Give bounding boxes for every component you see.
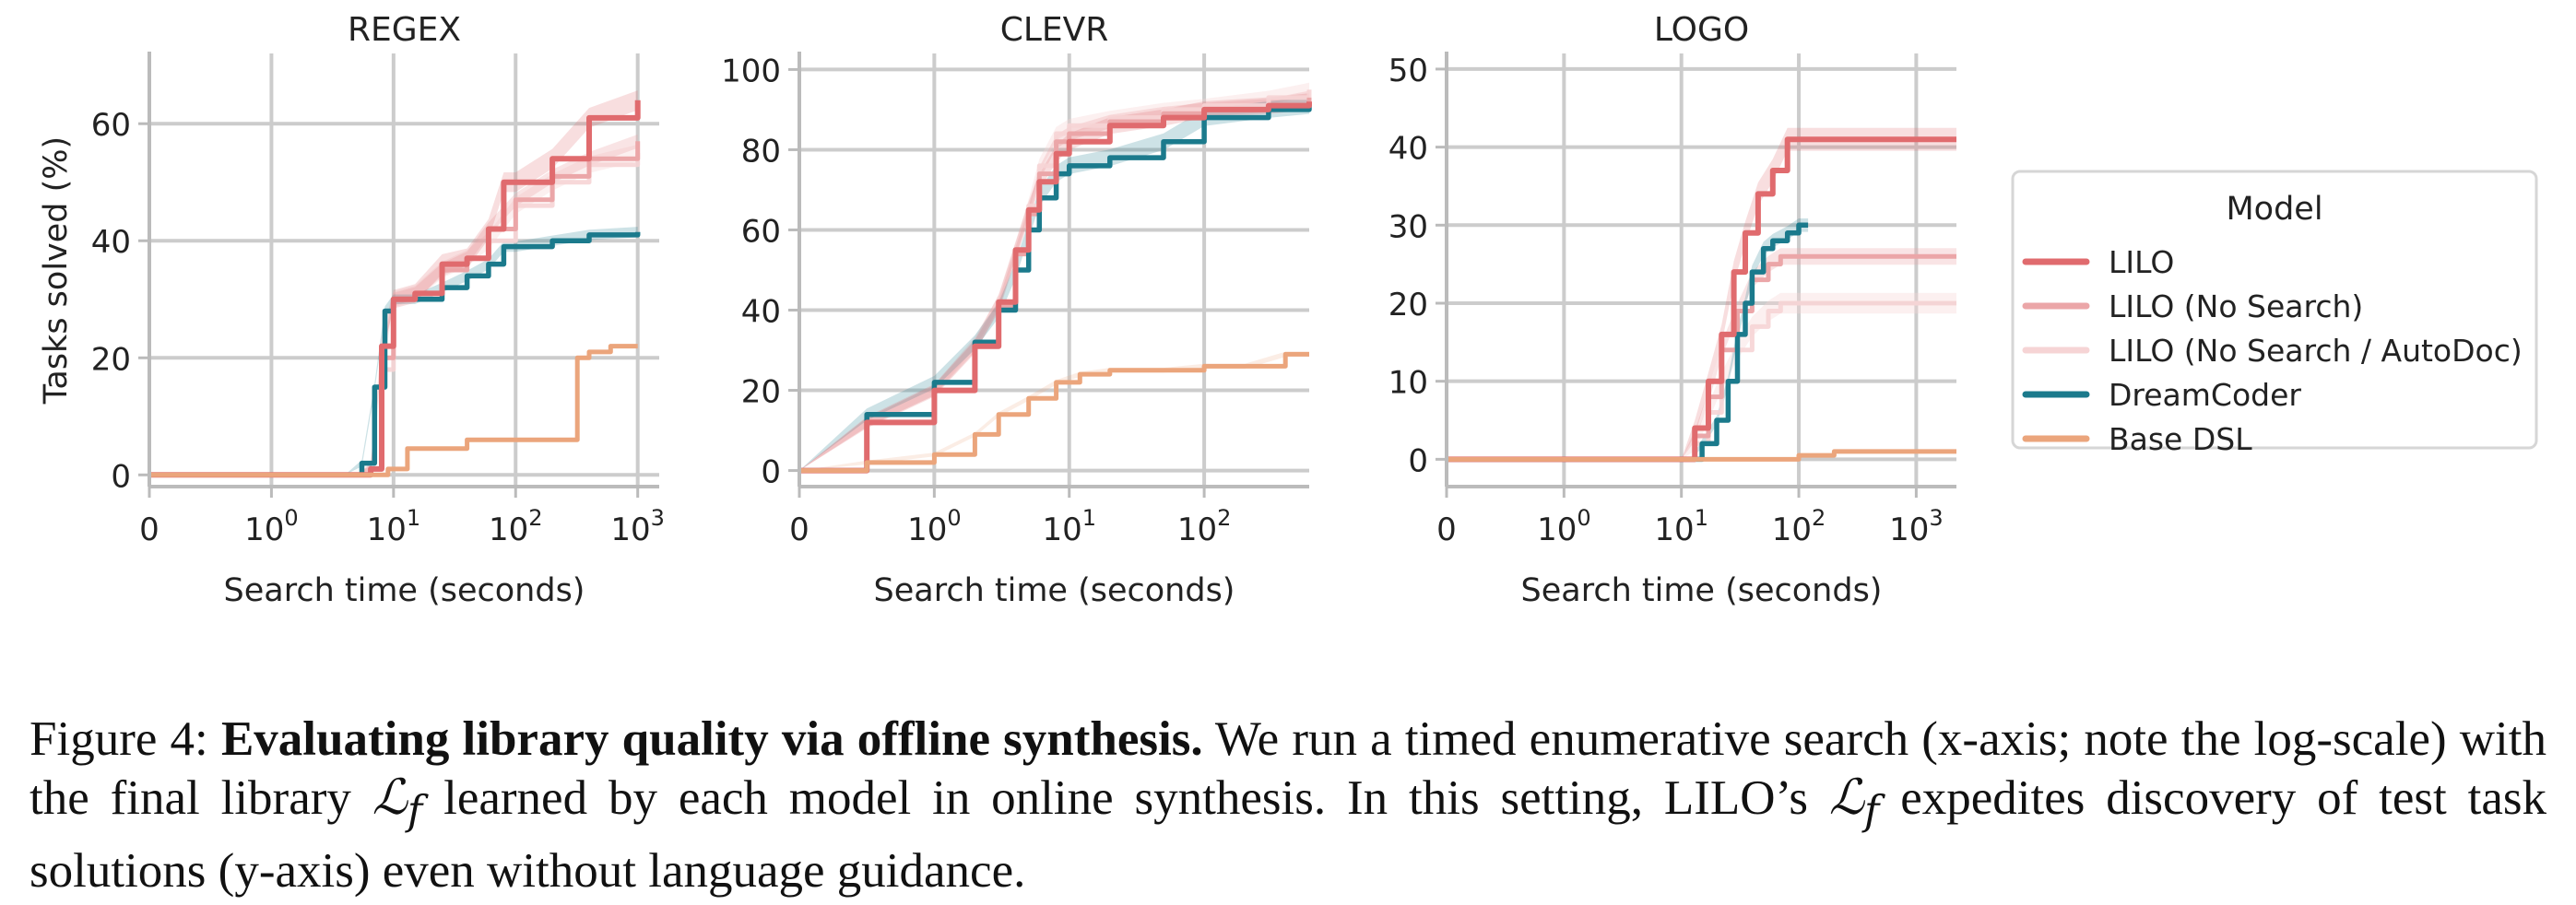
series-line-base-dsl bbox=[1447, 449, 1956, 462]
series-line-base-dsl bbox=[149, 344, 638, 477]
x-tick-label: 100 bbox=[244, 505, 299, 548]
caption-math-2: ℒ bbox=[1828, 770, 1864, 826]
figure-caption: Figure 4: Evaluating library quality via… bbox=[30, 710, 2546, 900]
legend-entry-lilo-no-search-autodoc: LILO (No Search / AutoDoc) bbox=[2022, 333, 2523, 369]
y-tick-label: 0 bbox=[761, 454, 781, 491]
legend-entry-lilo: LILO bbox=[2022, 244, 2174, 280]
y-tick-label: 60 bbox=[91, 107, 131, 144]
y-tick-label: 50 bbox=[1388, 53, 1428, 89]
caption-math-sub-1: f bbox=[407, 787, 423, 835]
band-lilo-no-search bbox=[799, 90, 1309, 471]
band-lilo bbox=[149, 90, 638, 476]
caption-text-1: We run a timed enumerative search (x-axi… bbox=[30, 712, 2546, 825]
y-tick-label: 30 bbox=[1388, 208, 1428, 245]
band-base-dsl bbox=[799, 351, 1309, 471]
x-tick-label: 0 bbox=[139, 511, 160, 548]
y-tick-label: 0 bbox=[111, 458, 131, 495]
caption-bold-title: Evaluating library quality via offline s… bbox=[220, 712, 1203, 766]
x-tick-label: 100 bbox=[907, 505, 962, 548]
legend-label: LILO (No Search) bbox=[2109, 288, 2363, 324]
caption-text-4: expedites discovery of test task solutio… bbox=[30, 771, 2546, 898]
legend: Model LILO LILO (No Search) LILO (No Search… bbox=[2011, 170, 2538, 457]
chart-clevr: 0 20 40 60 80 100 0 100 101 102 CLEVR Search time (… bbox=[721, 11, 1312, 609]
x-tick-label: 101 bbox=[1654, 505, 1708, 548]
legend-label: Base DSL bbox=[2109, 421, 2252, 457]
band-lilo-no-search-autodoc bbox=[799, 82, 1309, 471]
y-axis-label: Tasks solved (%) bbox=[38, 136, 75, 405]
legend-entry-base-dsl: Base DSL bbox=[2022, 421, 2252, 457]
chart-logo: 0 10 20 30 40 50 0 100 101 102 103 LOGO Search time … bbox=[1388, 11, 1956, 609]
y-tick-label: 10 bbox=[1388, 365, 1428, 402]
chart-title: LOGO bbox=[1654, 11, 1749, 49]
x-tick-label: 102 bbox=[1772, 505, 1826, 548]
x-axis-label: Search time (seconds) bbox=[1521, 572, 1883, 609]
series-line-lilo bbox=[799, 101, 1312, 474]
y-tick-label: 20 bbox=[741, 374, 781, 411]
y-tick-label: 20 bbox=[91, 341, 131, 378]
x-tick-label: 100 bbox=[1537, 505, 1591, 548]
legend-label: LILO (No Search / AutoDoc) bbox=[2109, 333, 2523, 369]
caption-math-sub-2: f bbox=[1863, 787, 1880, 835]
x-tick-label: 101 bbox=[367, 505, 421, 548]
legend-title: Model bbox=[2226, 191, 2322, 228]
legend-label: LILO bbox=[2109, 244, 2174, 280]
legend-entry-dreamcoder: DreamCoder bbox=[2022, 377, 2301, 413]
x-tick-label: 101 bbox=[1042, 505, 1096, 548]
x-tick-label: 102 bbox=[489, 505, 543, 548]
legend-label: DreamCoder bbox=[2109, 377, 2301, 413]
y-tick-label: 80 bbox=[741, 133, 781, 170]
x-axis-label: Search time (seconds) bbox=[874, 572, 1235, 609]
series-line-dreamcoder bbox=[1447, 222, 1809, 463]
y-tick-label: 100 bbox=[721, 53, 781, 89]
chart-title: REGEX bbox=[348, 11, 461, 49]
band-lilo-no-search bbox=[1447, 248, 1956, 460]
caption-text-3: ’s bbox=[1775, 771, 1829, 825]
chart-regex: 0 20 40 60 0 100 101 102 103 REGEX Search time (se… bbox=[38, 11, 665, 609]
band-lilo bbox=[799, 93, 1309, 471]
y-tick-label: 20 bbox=[1388, 287, 1428, 323]
legend-frame bbox=[2011, 170, 2538, 450]
x-tick-label: 0 bbox=[789, 511, 809, 548]
caption-text-2: learned by each model in online synthesi… bbox=[422, 771, 1664, 825]
y-tick-label: 0 bbox=[1408, 442, 1428, 479]
x-tick-label: 103 bbox=[1889, 505, 1944, 548]
series-line-base-dsl bbox=[799, 351, 1309, 474]
x-tick-label: 0 bbox=[1436, 511, 1457, 548]
y-tick-label: 40 bbox=[91, 224, 131, 261]
series-line-lilo bbox=[1447, 136, 1956, 463]
caption-label: Figure 4: bbox=[30, 712, 208, 766]
y-tick-label: 40 bbox=[741, 294, 781, 331]
y-tick-label: 40 bbox=[1388, 131, 1428, 168]
caption-math-1: ℒ bbox=[372, 770, 408, 826]
series-line-dreamcoder bbox=[149, 231, 641, 478]
chart-title: CLEVR bbox=[1000, 11, 1109, 49]
y-tick-label: 60 bbox=[741, 213, 781, 250]
legend-entry-lilo-no-search: LILO (No Search) bbox=[2022, 288, 2363, 324]
caption-smallcaps: LILO bbox=[1663, 771, 1776, 825]
x-axis-label: Search time (seconds) bbox=[224, 572, 585, 609]
series-line-lilo bbox=[149, 100, 641, 478]
x-tick-label: 103 bbox=[610, 505, 665, 548]
x-tick-label: 102 bbox=[1177, 505, 1232, 548]
